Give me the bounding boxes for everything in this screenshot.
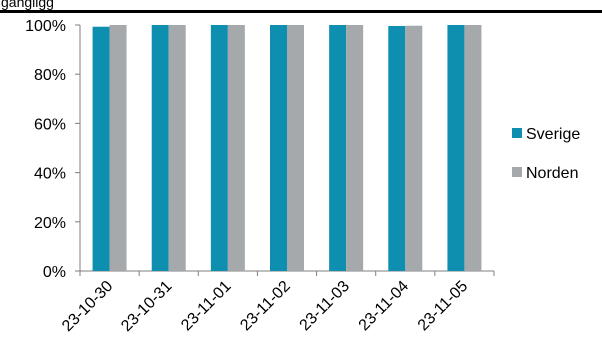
bar-norden-23-11-04 <box>405 25 423 271</box>
bar-sverige-23-10-30 <box>92 26 110 271</box>
x-tick-label: 23-11-03 <box>297 278 354 335</box>
x-tick-label: 23-10-31 <box>118 278 175 335</box>
bars <box>92 25 482 272</box>
y-axis: 0% 20% 40% 60% 80% 100% <box>25 18 81 281</box>
bar-sverige-23-11-03 <box>329 25 347 271</box>
y-tick-label: 40% <box>34 166 66 183</box>
chart-title-fragment: gängligg <box>1 0 54 10</box>
legend: Sverige Norden <box>512 126 580 182</box>
legend-label-sverige: Sverige <box>526 126 580 143</box>
bar-norden-23-10-30 <box>109 25 127 271</box>
title-rule <box>0 10 602 13</box>
x-tick-label: 23-11-04 <box>356 278 413 335</box>
y-tick-label: 100% <box>25 18 66 35</box>
x-tick-label: 23-11-02 <box>237 278 294 335</box>
y-tick-label: 0% <box>43 264 66 281</box>
x-axis: 23-10-30 23-10-31 23-11-01 23-11-02 23-11-03… <box>59 270 495 335</box>
bar-norden-23-11-05 <box>464 25 482 271</box>
bar-sverige-23-11-02 <box>270 25 287 271</box>
x-tick-label: 23-10-30 <box>59 278 116 335</box>
bar-norden-23-11-03 <box>346 25 364 271</box>
x-tick-label: 23-11-05 <box>415 278 472 335</box>
x-tick-label: 23-11-01 <box>178 278 235 335</box>
bar-sverige-23-11-01 <box>210 25 228 271</box>
legend-label-norden: Norden <box>526 165 578 182</box>
bar-norden-23-10-31 <box>168 25 186 271</box>
bar-sverige-23-11-04 <box>388 25 406 272</box>
y-tick-label: 80% <box>34 67 66 84</box>
legend-swatch-norden <box>512 167 522 177</box>
y-tick-label: 20% <box>34 215 66 232</box>
bar-norden-23-11-02 <box>287 25 304 271</box>
bar-norden-23-11-01 <box>227 25 245 271</box>
legend-swatch-sverige <box>512 128 522 138</box>
y-tick-label: 60% <box>34 116 66 133</box>
bar-sverige-23-11-05 <box>447 25 465 271</box>
bar-sverige-23-10-31 <box>151 25 169 271</box>
